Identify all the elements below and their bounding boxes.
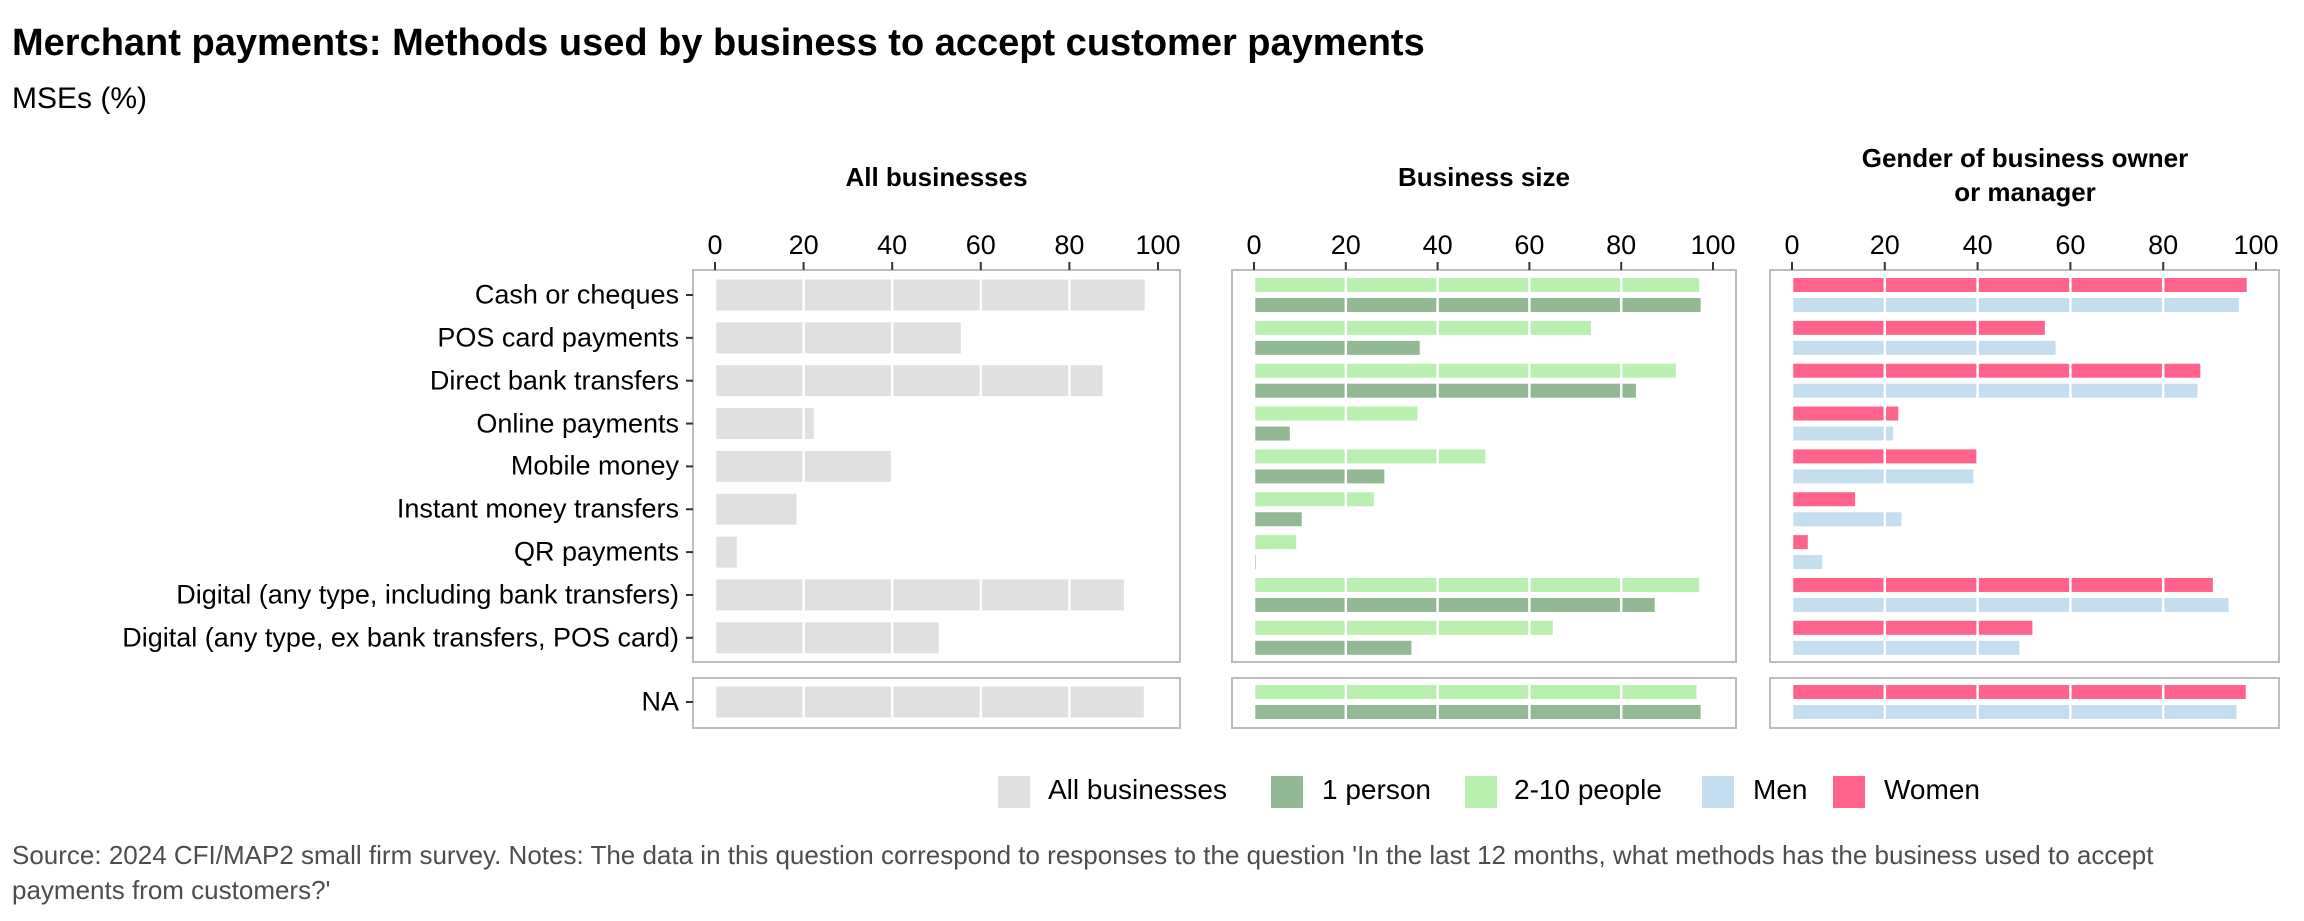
category-label: Cash or cheques [474,279,679,310]
legend-label-women: Women [1884,774,1980,805]
x-tick-label: 80 [2148,230,2179,260]
bar [715,408,814,440]
bar [1792,705,2237,719]
bar [715,536,737,568]
bar [1792,597,2229,612]
bar [715,365,1103,397]
chart-subtitle: MSEs (%) [12,82,147,115]
category-label: QR payments [513,536,679,567]
legend-swatch-all [998,776,1030,808]
x-tick-label: 40 [877,230,908,260]
bar [1792,320,2045,335]
x-tick-label: 60 [1514,230,1545,260]
category-label: Digital (any type, including bank transf… [176,579,679,610]
bar [1792,426,1894,441]
bar [1792,298,2239,312]
bar [1254,469,1385,484]
panel-title-gender-line2: or manager [1954,177,2096,207]
bar [1792,340,2056,355]
category-label: Mobile money [510,450,679,481]
x-tick-label: 60 [965,230,996,260]
panel-title-size: Business size [1398,162,1570,192]
panel-border [1231,269,1737,663]
bar [1792,278,2247,292]
bar [1254,278,1700,292]
x-tick-label: 0 [1246,230,1262,260]
source-note: Source: 2024 CFI/MAP2 small firm survey.… [12,840,2154,905]
bar [1254,298,1701,312]
bar [1792,620,2033,635]
bar [715,322,961,354]
legend-label-men: Men [1753,774,1808,805]
x-tick-label: 20 [1869,230,1900,260]
x-tick-label: 100 [2233,230,2279,260]
bar [1792,685,2246,699]
panel-title-gender: Gender of business owner or manager [1770,141,2280,209]
bar [1254,406,1418,421]
legend-swatch-1-person [1271,776,1303,808]
bar [1792,363,2201,378]
bar [1792,512,1902,527]
bar [1254,512,1302,527]
x-tick-label: 0 [1784,230,1800,260]
x-tick-label: 0 [707,230,723,260]
bar [1254,426,1290,441]
x-tick-label: 20 [1330,230,1361,260]
bar [1254,577,1700,592]
category-label-na: NA [641,686,679,717]
x-tick-label: 20 [788,230,819,260]
category-label: Digital (any type, ex bank transfers, PO… [122,622,679,653]
category-label: Direct bank transfers [429,365,679,396]
chart-title: Merchant payments: Methods used by busin… [12,22,1425,64]
bar [1254,640,1412,655]
x-tick-label: 100 [1690,230,1736,260]
legend-label-all: All businesses [1048,774,1227,805]
bar [1792,406,1899,421]
legend-swatch-2-10 [1465,776,1497,808]
x-tick-label: 100 [1135,230,1181,260]
panel-border [1769,269,2280,663]
panel-title-all: All businesses [845,162,1028,192]
bar [1792,383,2198,398]
category-label: POS card payments [437,322,679,353]
bar [1792,492,1856,507]
bar [715,279,1145,311]
legend-swatch-women [1833,776,1865,808]
bar [1254,492,1374,507]
bar [715,686,1144,718]
bar [1254,620,1553,635]
bar [1254,320,1591,335]
panel-title-gender-line1: Gender of business owner [1861,143,2189,173]
legend-label-2-10: 2-10 people [1514,774,1662,805]
legend-swatch-men [1702,776,1734,808]
bar [1792,577,2213,592]
x-tick-label: 80 [1054,230,1085,260]
bar [715,622,939,654]
x-tick-label: 80 [1606,230,1637,260]
bar [1254,597,1655,612]
legend-label-1-person: 1 person [1322,774,1431,805]
bar [715,493,797,525]
category-label: Instant money transfers [396,493,679,524]
bar [1254,535,1297,550]
bar [1792,535,1808,550]
category-label: Online payments [476,408,679,439]
bar [1254,449,1486,464]
bar [1792,640,2020,655]
x-tick-label: 60 [2055,230,2086,260]
bar [1254,383,1636,398]
bar [1254,705,1701,719]
bar [1254,340,1420,355]
bar [1254,685,1697,699]
bar [1792,555,1823,570]
bar [1254,363,1676,378]
x-tick-label: 40 [1962,230,1993,260]
x-tick-label: 40 [1422,230,1453,260]
bar [715,579,1124,611]
bar [1792,469,1974,484]
